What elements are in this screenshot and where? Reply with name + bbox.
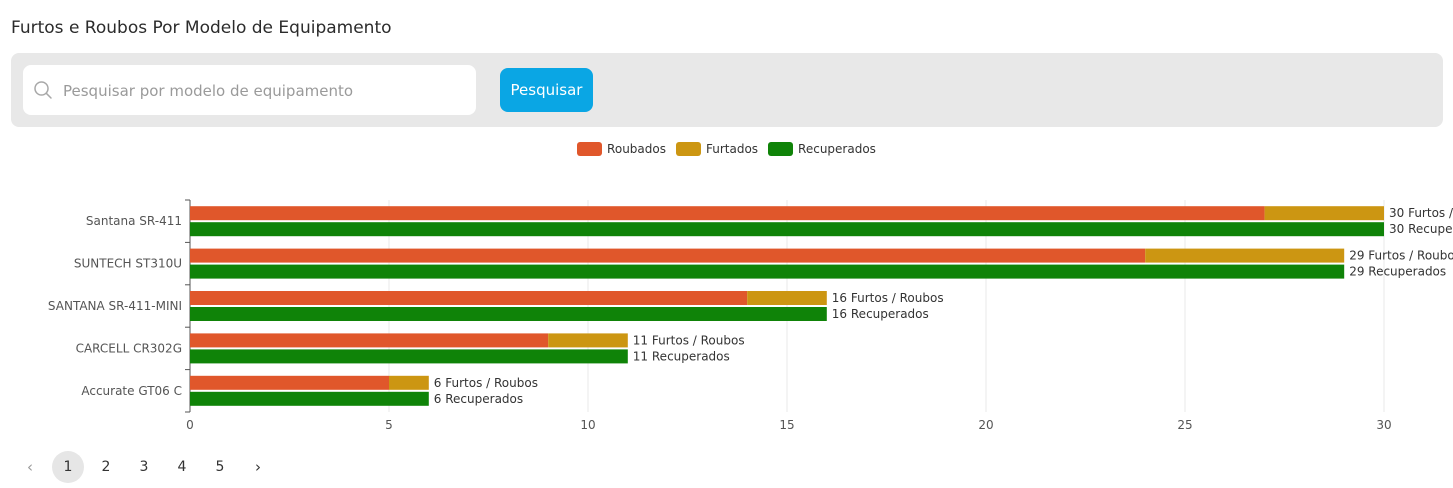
bar-chart: 0 5 10 15 20 25 30 Santana SR-411 30 Furtos / Ro… (48, 199, 1453, 432)
page-button-4[interactable]: 4 (177, 459, 187, 475)
data-label-recuperados: 11 Recuperados (633, 349, 730, 363)
x-tick-label: 0 (186, 418, 194, 432)
data-label-recuperados: 6 Recuperados (434, 392, 523, 406)
data-label-furtos-roubos: 11 Furtos / Roubos (633, 333, 745, 347)
bar-furtados (1145, 248, 1345, 263)
page-button-1[interactable]: 1 (52, 451, 84, 483)
search-icon (34, 81, 52, 99)
x-tick-label: 25 (1177, 418, 1192, 432)
page-button-3[interactable]: 3 (139, 459, 149, 475)
data-label-recuperados: 30 Recuperados (1389, 222, 1453, 236)
bar-recuperados (190, 222, 1384, 237)
chart-legend: Roubados Furtados Recuperados (0, 142, 1453, 156)
bar-recuperados (190, 391, 429, 406)
data-label-furtos-roubos: 29 Furtos / Roubos (1349, 249, 1453, 263)
legend-item-recuperados[interactable]: Recuperados (768, 142, 876, 156)
y-tick-label: SANTANA SR-411-MINI (48, 299, 182, 313)
x-tick-label: 20 (978, 418, 993, 432)
bar-furtados (548, 333, 628, 348)
bar-roubados (190, 206, 1265, 221)
legend-swatch-recuperados (768, 142, 794, 156)
pagination: ‹ 1 2 3 4 5 › (14, 451, 274, 483)
data-label-recuperados: 16 Recuperados (832, 307, 929, 321)
bar-recuperados (190, 307, 827, 321)
search-panel: Pesquisar (11, 53, 1443, 127)
y-tick-label: SUNTECH ST310U (74, 257, 182, 271)
legend-swatch-furtados (675, 142, 701, 156)
bar-furtados (389, 375, 429, 390)
search-box[interactable] (23, 65, 476, 117)
data-label-furtos-roubos: 16 Furtos / Roubos (832, 291, 944, 305)
legend-item-furtados[interactable]: Furtados (675, 142, 759, 156)
legend-swatch-roubados (577, 142, 603, 156)
legend-label-recuperados: Recuperados (798, 142, 876, 156)
chevron-right-icon[interactable]: › (255, 458, 261, 476)
bar-roubados (190, 291, 748, 305)
page-title: Furtos e Roubos Por Modelo de Equipament… (11, 18, 392, 39)
x-tick-label: 10 (580, 418, 595, 432)
bar-furtados (1264, 206, 1384, 221)
chevron-left-icon[interactable]: ‹ (27, 458, 33, 476)
legend-item-roubados[interactable]: Roubados (577, 142, 666, 156)
page-button-5[interactable]: 5 (215, 459, 225, 475)
bar-furtados (747, 291, 827, 305)
bar-recuperados (190, 349, 628, 364)
x-tick-label: 5 (385, 418, 393, 432)
data-label-recuperados: 29 Recuperados (1349, 265, 1446, 279)
y-tick-label: Accurate GT06 C (81, 384, 182, 398)
y-tick-label: CARCELL CR302G (76, 341, 182, 355)
x-tick-label: 30 (1376, 418, 1391, 432)
bar-roubados (190, 333, 549, 348)
page-button-2[interactable]: 2 (101, 459, 111, 475)
y-tick-label: Santana SR-411 (86, 214, 182, 228)
search-input[interactable] (61, 65, 470, 117)
bar-roubados (190, 375, 389, 390)
x-tick-label: 15 (779, 418, 794, 432)
legend-label-furtados: Furtados (705, 142, 759, 156)
data-label-furtos-roubos: 30 Furtos / Roubos (1389, 206, 1453, 220)
data-label-furtos-roubos: 6 Furtos / Roubos (434, 376, 538, 390)
bar-roubados (190, 248, 1146, 263)
search-button[interactable]: Pesquisar (500, 68, 593, 112)
bar-recuperados (190, 264, 1345, 279)
legend-label-roubados: Roubados (607, 142, 666, 156)
